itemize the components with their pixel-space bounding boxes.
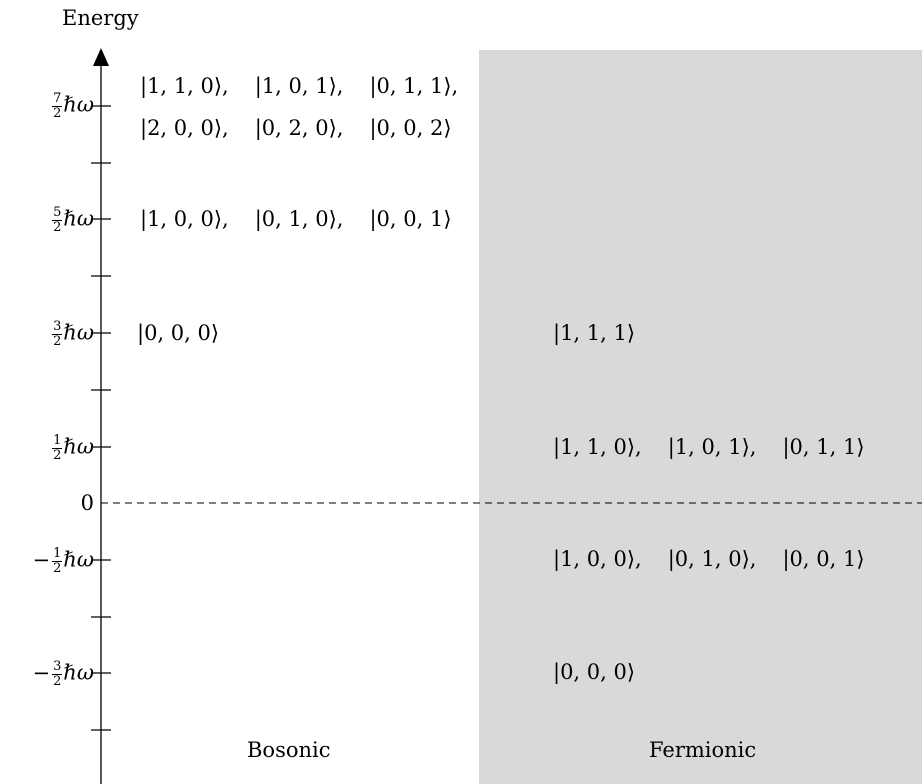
tick-label-3-2: 3 2 ℏω <box>52 319 94 349</box>
fermionic-row: |0, 0, 0⟩ <box>553 662 635 683</box>
fermionic-region <box>479 50 922 784</box>
tick-label-minus-1-2: −1 2 ℏω <box>32 546 94 576</box>
bosonic-row: |2, 0, 0⟩, |0, 2, 0⟩, |0, 0, 2⟩ <box>140 118 452 139</box>
state: |0, 0, 2⟩ <box>369 116 452 140</box>
bosonic-row: |1, 0, 0⟩, |0, 1, 0⟩, |0, 0, 1⟩ <box>140 209 452 230</box>
state: |1, 1, 0⟩, <box>553 435 642 459</box>
state: |0, 0, 1⟩ <box>369 207 452 231</box>
fermionic-row: |1, 0, 0⟩, |0, 1, 0⟩, |0, 0, 1⟩ <box>553 549 865 570</box>
state: |0, 1, 1⟩ <box>782 435 865 459</box>
tick-marks <box>91 105 111 731</box>
tick-label-7-2: 7 2 ℏω <box>52 91 94 121</box>
state: |1, 1, 0⟩, <box>140 74 229 98</box>
state: |2, 0, 0⟩, <box>140 116 229 140</box>
state: |1, 0, 0⟩, <box>140 207 229 231</box>
bosonic-label: Bosonic <box>247 738 331 762</box>
bosonic-row: |1, 1, 0⟩, |1, 0, 1⟩, |0, 1, 1⟩, <box>140 76 458 97</box>
state: |1, 0, 1⟩, <box>254 74 344 98</box>
bosonic-row: |0, 0, 0⟩ <box>137 323 219 344</box>
axis-title: Energy <box>62 6 139 30</box>
state: |0, 1, 1⟩, <box>369 74 459 98</box>
state: |0, 0, 0⟩ <box>553 660 636 684</box>
tick-label-5-2: 5 2 ℏω <box>52 205 94 235</box>
fermionic-row: |1, 1, 0⟩, |1, 0, 1⟩, |0, 1, 1⟩ <box>553 437 865 458</box>
state: |1, 0, 1⟩, <box>667 435 757 459</box>
state: |0, 2, 0⟩, <box>254 116 344 140</box>
state: |0, 0, 0⟩ <box>137 321 220 345</box>
state: |0, 0, 1⟩ <box>782 547 865 571</box>
state: |1, 1, 1⟩ <box>553 321 636 345</box>
state: |1, 0, 0⟩, <box>553 547 642 571</box>
fermionic-row: |1, 1, 1⟩ <box>553 323 635 344</box>
tick-label-minus-3-2: −3 2 ℏω <box>32 659 94 689</box>
state: |0, 1, 0⟩, <box>667 547 757 571</box>
tick-label-0: 0 <box>80 491 94 515</box>
fermionic-label: Fermionic <box>649 738 757 762</box>
tick-label-1-2: 1 2 ℏω <box>52 433 94 463</box>
axis-arrowhead <box>93 48 109 66</box>
state: |0, 1, 0⟩, <box>254 207 344 231</box>
